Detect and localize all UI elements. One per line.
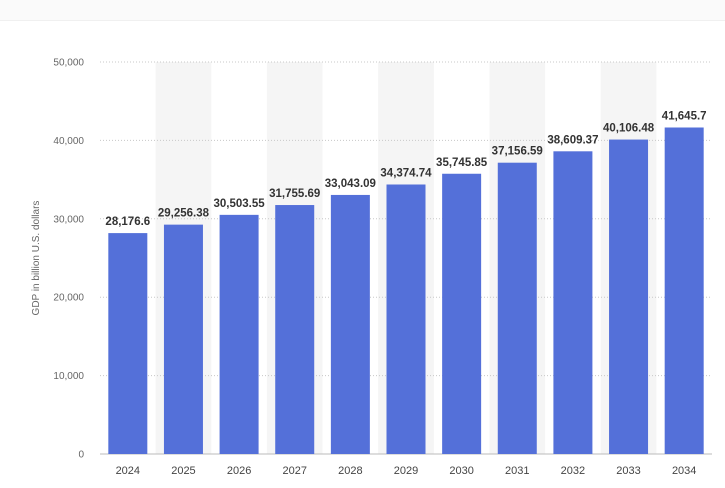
x-tick-label: 2024 xyxy=(116,465,140,477)
data-label: 40,106.48 xyxy=(603,123,655,135)
x-tick-label: 2026 xyxy=(227,465,251,477)
y-tick-label: 30,000 xyxy=(53,214,84,225)
data-label: 37,156.59 xyxy=(492,146,543,158)
bar xyxy=(497,162,537,455)
data-label: 34,374.74 xyxy=(380,168,432,180)
bar xyxy=(609,139,649,455)
data-label: 31,755.69 xyxy=(269,188,320,200)
y-axis-title: GDP in billion U.S. dollars xyxy=(31,201,42,316)
data-label: 28,176.6 xyxy=(105,216,150,228)
bar xyxy=(386,184,426,454)
y-tick-label: 50,000 xyxy=(53,58,84,69)
y-tick-label: 40,000 xyxy=(53,136,84,147)
bar xyxy=(108,233,148,454)
x-tick-label: 2030 xyxy=(449,465,473,477)
top-header-strip xyxy=(0,0,725,21)
bar xyxy=(330,194,370,454)
bar xyxy=(275,205,315,454)
bar xyxy=(664,127,704,454)
x-tick-label: 2034 xyxy=(672,465,696,477)
bar xyxy=(219,214,259,454)
y-tick-label: 20,000 xyxy=(53,293,84,304)
bar xyxy=(553,151,593,454)
data-label: 38,609.37 xyxy=(547,134,598,146)
x-tick-label: 2033 xyxy=(616,465,640,477)
x-tick-label: 2032 xyxy=(561,465,585,477)
x-tick-label: 2028 xyxy=(338,465,362,477)
data-label: 35,745.85 xyxy=(436,157,488,169)
bar xyxy=(442,173,482,454)
y-tick-label: 10,000 xyxy=(53,371,84,382)
x-tick-label: 2025 xyxy=(171,465,195,477)
y-axis-ticks: 0 10,000 20,000 30,000 40,000 50,000 xyxy=(53,58,84,461)
x-tick-label: 2031 xyxy=(505,465,529,477)
data-label: 33,043.09 xyxy=(325,178,376,190)
x-tick-label: 2029 xyxy=(394,465,418,477)
bars xyxy=(108,127,704,455)
bar xyxy=(163,224,203,454)
x-tick-label: 2027 xyxy=(282,465,306,477)
x-axis-ticks: 2024 2025 2026 2027 2028 2029 2030 2031 2032 2033… xyxy=(116,465,697,477)
data-label: 29,256.38 xyxy=(158,208,210,220)
data-label: 30,503.55 xyxy=(214,198,266,210)
data-label: 41,645.7 xyxy=(662,110,707,122)
y-tick-label: 0 xyxy=(78,450,84,461)
